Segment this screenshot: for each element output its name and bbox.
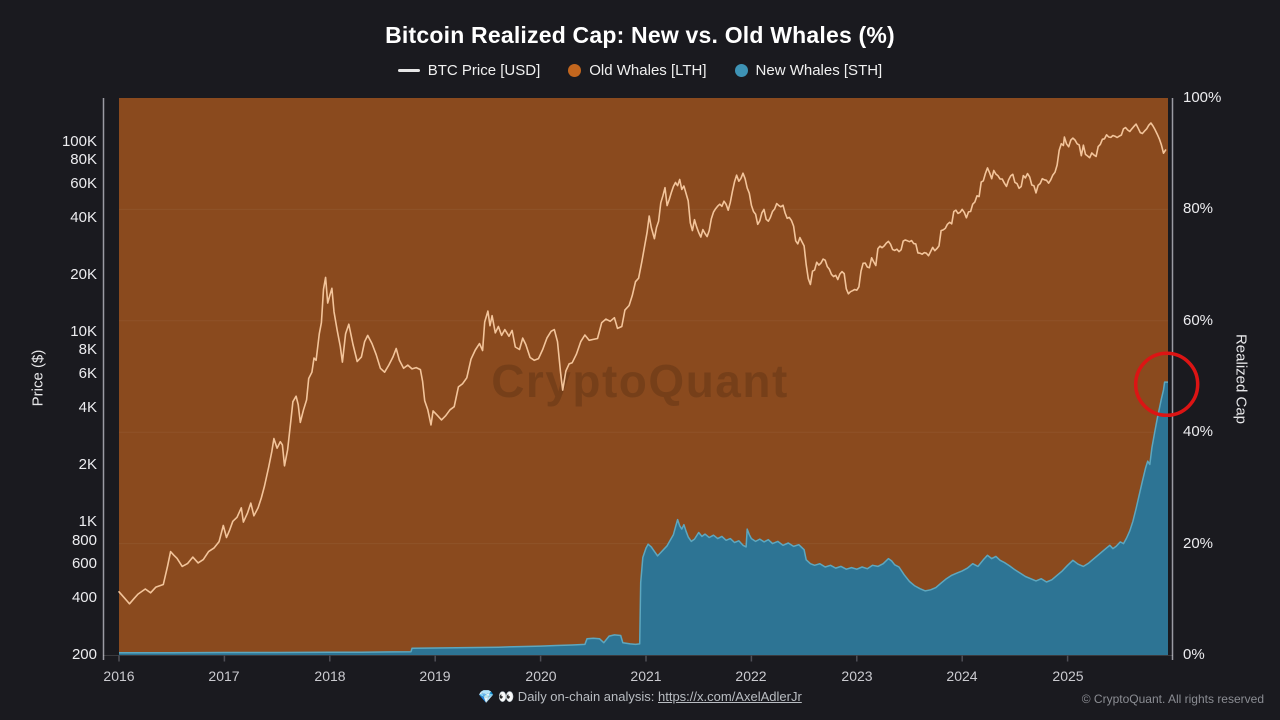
legend-item-btc-price: BTC Price [USD]	[397, 62, 541, 79]
price-tick-label: 400	[71, 589, 97, 606]
pct-tick-label: 100%	[1183, 89, 1222, 106]
legend-label: New Whales [STH]	[755, 62, 883, 79]
footer-text: 💎 👀 Daily on-chain analysis:	[478, 689, 655, 704]
price-tick-label: 8K	[78, 341, 97, 358]
price-tick-label: 100K	[61, 133, 97, 150]
line-marker-icon	[397, 69, 420, 72]
pct-tick-label: 60%	[1183, 312, 1214, 329]
price-tick-label: 80K	[70, 151, 97, 168]
realized-cap-axis-label: Realized Cap	[1232, 333, 1250, 425]
new-whales-area	[119, 382, 1168, 655]
copyright-notice: © CryptoQuant. All rights reserved	[1081, 692, 1264, 706]
watermark: CryptoQuant	[491, 355, 789, 407]
legend-label: Old Whales [LTH]	[589, 62, 707, 79]
price-tick-label: 6K	[78, 365, 97, 382]
btc-price-line	[118, 122, 1167, 605]
year-tick-label: 2021	[630, 668, 662, 684]
teal-dot-icon	[734, 64, 748, 77]
year-tick-label: 2023	[841, 668, 873, 684]
year-tick-label: 2020	[525, 668, 557, 684]
year-tick-label: 2017	[208, 668, 240, 684]
highlight-circle	[1133, 351, 1200, 418]
legend-item-new-whales: New Whales [STH]	[734, 62, 883, 79]
year-tick-label: 2024	[946, 668, 978, 684]
chart-legend: BTC Price [USD] Old Whales [LTH] New Wha…	[0, 62, 1280, 79]
price-tick-label: 1K	[78, 513, 97, 530]
price-tick-label: 2K	[78, 456, 97, 473]
legend-label: BTC Price [USD]	[427, 62, 541, 79]
year-tick-label: 2016	[103, 668, 135, 684]
year-tick-label: 2018	[314, 668, 346, 684]
price-axis-label: Price ($)	[29, 349, 47, 407]
orange-dot-icon	[568, 64, 582, 77]
price-tick-label: 4K	[78, 399, 97, 416]
author-link[interactable]: https://x.com/AxelAdlerJr	[658, 689, 802, 704]
year-tick-label: 2025	[1052, 668, 1084, 684]
pct-tick-label: 20%	[1183, 535, 1214, 552]
pct-tick-label: 40%	[1183, 423, 1214, 440]
price-tick-label: 600	[71, 555, 97, 572]
price-tick-label: 800	[71, 532, 97, 549]
price-tick-label: 20K	[70, 266, 97, 283]
pct-tick-label: 80%	[1183, 200, 1214, 217]
price-tick-label: 10K	[70, 323, 97, 340]
price-tick-label: 40K	[70, 209, 97, 226]
footer-caption: 💎 👀 Daily on-chain analysis: https://x.c…	[0, 689, 1280, 705]
new-whales-edge-line	[119, 381, 1168, 654]
price-tick-label: 200	[71, 646, 97, 663]
price-tick-label: 60K	[70, 175, 97, 192]
pct-tick-label: 0%	[1183, 646, 1205, 663]
chart-title: Bitcoin Realized Cap: New vs. Old Whales…	[385, 22, 895, 48]
year-tick-label: 2022	[735, 668, 767, 684]
legend-item-old-whales: Old Whales [LTH]	[568, 62, 707, 79]
year-tick-label: 2019	[419, 668, 451, 684]
